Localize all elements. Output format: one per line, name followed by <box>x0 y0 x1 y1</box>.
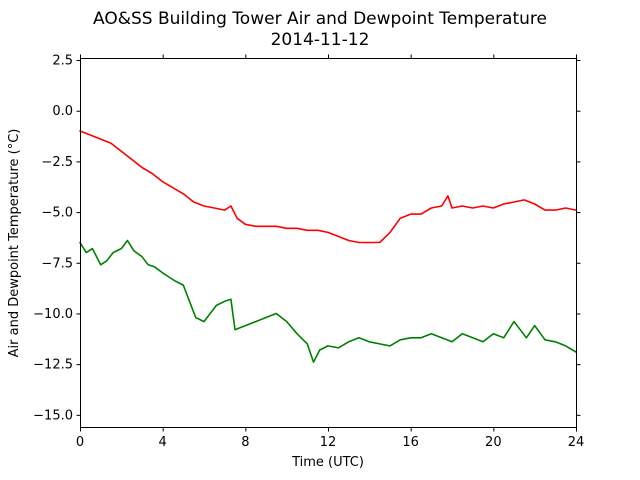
x-tick-label: 12 <box>320 435 337 450</box>
chart-subtitle: 2014-11-12 <box>271 30 370 50</box>
y-tick-label: −2.5 <box>41 155 73 170</box>
x-tick-label: 20 <box>485 435 502 450</box>
series-layer <box>79 130 577 363</box>
y-tick-label: −15.0 <box>33 408 73 423</box>
x-tick-label: 16 <box>402 435 419 450</box>
x-tick-label: 8 <box>241 435 249 450</box>
y-tick-label: −10.0 <box>33 307 73 322</box>
x-axis-label: Time (UTC) <box>291 455 364 470</box>
x-tick-label: 0 <box>76 435 84 450</box>
series-line-0 <box>79 130 577 244</box>
plot-frame <box>80 58 577 428</box>
y-tick-label: 2.5 <box>52 54 73 69</box>
x-tick-label: 4 <box>159 435 167 450</box>
y-axis-label: Air and Dewpoint Temperature (°C) <box>7 129 22 358</box>
y-tick-label: 0.0 <box>52 104 73 119</box>
x-tick-label: 24 <box>568 435 585 450</box>
series-line-1 <box>79 239 577 363</box>
tick-layer: 0 4 8 12 16 20 24 2.5 0.0 −2.5 −5.0 −7.5 −10.0 −12.5 −… <box>33 54 584 450</box>
y-tick-label: −7.5 <box>41 256 73 271</box>
chart-title: AO&SS Building Tower Air and Dewpoint Te… <box>93 9 547 29</box>
y-tick-label: −12.5 <box>33 358 73 373</box>
y-tick-label: −5.0 <box>41 206 73 221</box>
